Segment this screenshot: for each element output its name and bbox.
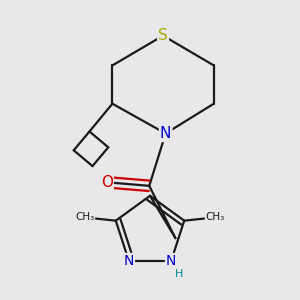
Text: N: N	[160, 126, 171, 141]
Text: CH₃: CH₃	[206, 212, 225, 222]
Text: O: O	[101, 175, 113, 190]
Text: CH₃: CH₃	[75, 212, 94, 222]
Text: N: N	[124, 254, 134, 268]
Text: N: N	[166, 254, 176, 268]
Text: S: S	[158, 28, 168, 43]
Text: H: H	[175, 269, 184, 279]
